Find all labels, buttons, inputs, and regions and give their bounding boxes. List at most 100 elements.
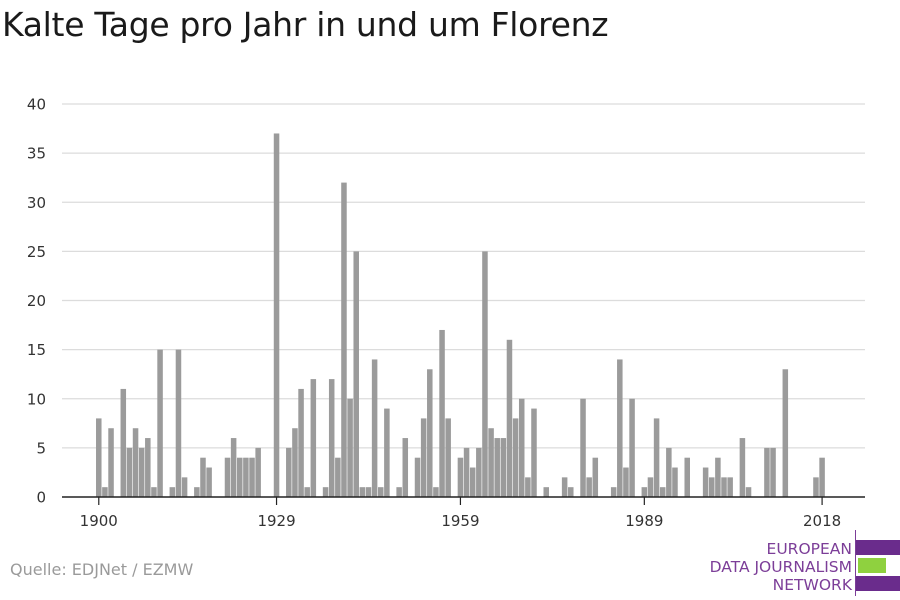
bar: [273, 133, 280, 497]
x-tick-label: 1929: [257, 512, 295, 530]
y-tick-label: 15: [27, 341, 46, 359]
bar: [200, 457, 206, 497]
bar: [543, 487, 550, 497]
bar: [745, 487, 752, 497]
bar: [371, 359, 378, 497]
x-tick-label: 1989: [625, 512, 663, 530]
bar: [623, 467, 629, 497]
bar: [592, 457, 599, 497]
bar: [377, 487, 384, 497]
y-tick-label: 0: [36, 489, 46, 507]
logo-line-2: DATA JOURNALISM: [709, 558, 852, 576]
y-tick-label: 35: [27, 145, 46, 163]
bar: [249, 457, 255, 497]
bar: [194, 487, 200, 497]
x-tick-label: 1959: [441, 512, 479, 530]
bar: [304, 487, 310, 497]
bar: [457, 457, 464, 497]
logo-line-3: NETWORK: [772, 576, 852, 594]
bar: [108, 428, 114, 497]
bar: [500, 438, 507, 497]
axes: 0 5 10 15 20 25 30 35 40 1900 1929 1959 1989 2018: [27, 96, 865, 530]
y-tick-label: 5: [36, 439, 46, 457]
bar: [561, 477, 568, 497]
bar: [727, 477, 733, 497]
bar: [286, 447, 292, 497]
bar: [224, 457, 231, 497]
bar: [666, 447, 672, 497]
y-tick-label: 30: [27, 194, 46, 212]
bar: [120, 388, 127, 497]
bar: [782, 369, 789, 497]
bar: [365, 487, 372, 497]
bar: [518, 398, 525, 497]
bar: [237, 457, 243, 497]
bar: [702, 467, 709, 497]
bar: [439, 329, 445, 497]
bars: [96, 133, 825, 497]
bar: [488, 428, 494, 497]
bar: [420, 418, 427, 497]
logo-line-1: EUROPEAN: [766, 540, 852, 558]
bar: [341, 182, 347, 497]
x-tick-label: 1900: [80, 512, 118, 530]
bar: [384, 408, 390, 497]
bar: [469, 467, 476, 497]
bar: [586, 477, 592, 497]
bar: [476, 447, 482, 497]
bar: [482, 251, 488, 497]
bar: [739, 438, 746, 497]
bar: [145, 438, 151, 497]
bar: [463, 447, 470, 497]
bar: [414, 457, 421, 497]
bar: [659, 487, 666, 497]
bar: [169, 487, 176, 497]
bar: [402, 438, 409, 497]
bar: [433, 487, 439, 497]
edjnet-logo: EUROPEAN DATA JOURNALISM NETWORK: [700, 530, 900, 596]
bar: [445, 418, 451, 497]
bar: [132, 428, 139, 497]
bar: [672, 467, 678, 497]
bar: [580, 398, 586, 497]
bar: [181, 477, 188, 497]
bar: [512, 418, 519, 497]
bar: [813, 477, 819, 497]
x-tick-label: 2018: [803, 512, 841, 530]
logo-bar-purple-top: [856, 540, 900, 555]
bar: [335, 457, 341, 497]
bar: [653, 418, 660, 497]
bar: [506, 339, 513, 497]
bar: [617, 359, 623, 497]
bar: [206, 467, 212, 497]
bar: [610, 487, 617, 497]
bar: [494, 438, 500, 497]
bar: [641, 487, 648, 497]
gridlines: [62, 103, 865, 449]
bar: [96, 418, 102, 497]
y-tick-label: 20: [27, 292, 46, 310]
bar: [568, 487, 574, 497]
bar: [721, 477, 727, 497]
y-tick-label: 25: [27, 243, 46, 261]
bar: [310, 379, 317, 497]
chart-title: Kalte Tage pro Jahr in und um Florenz: [2, 5, 609, 44]
bar: [151, 487, 157, 497]
bar: [292, 428, 298, 497]
y-tick-label: 40: [27, 96, 46, 114]
bar: [819, 457, 825, 497]
bar: [684, 457, 690, 497]
bar: [353, 251, 359, 497]
bar: [770, 447, 776, 497]
bar: [175, 349, 182, 497]
bar: [102, 487, 108, 497]
bar: [322, 487, 329, 497]
bar: [347, 398, 353, 497]
bar: [138, 447, 145, 497]
source-note: Quelle: EDJNet / EZMW: [10, 560, 194, 579]
bar: [255, 447, 261, 497]
bar: [230, 438, 237, 497]
bar: [359, 487, 366, 497]
bar: [126, 447, 133, 497]
bar: [531, 408, 537, 497]
